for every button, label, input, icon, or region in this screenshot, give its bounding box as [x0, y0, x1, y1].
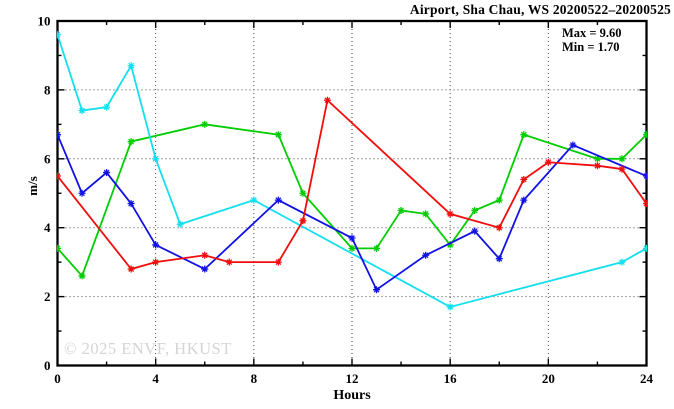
y-tick-label: 6: [44, 151, 51, 166]
series-day-cyan: [56, 31, 648, 311]
y-tick-label: 4: [44, 220, 51, 235]
gridlines: [57, 21, 647, 366]
x-axis-label: Hours: [333, 388, 371, 403]
y-tick-label: 2: [44, 289, 51, 304]
y-tick-label: 10: [38, 14, 51, 29]
series-day-red: [56, 96, 648, 273]
series-markers-day-cyan: [56, 31, 648, 311]
axis-ticks: [56, 20, 648, 367]
x-tick-label: 24: [640, 371, 654, 386]
series-markers-day-blue: [56, 131, 648, 294]
series-markers-day-green: [56, 120, 648, 280]
series-layer: [56, 31, 648, 311]
y-tick-label: 0: [44, 358, 51, 373]
x-tick-label: 16: [444, 371, 458, 386]
watermark: © 2025 ENVF, HKUST: [64, 339, 232, 358]
max-value-annotation: Max = 9.60: [562, 26, 622, 40]
min-value-annotation: Min = 1.70: [562, 40, 620, 54]
x-tick-label: 8: [251, 371, 258, 386]
series-markers-day-red: [56, 96, 648, 273]
x-tick-label: 12: [346, 371, 359, 386]
series-day-green: [56, 120, 648, 280]
x-tick-label: 20: [542, 371, 555, 386]
y-tick-label: 8: [44, 82, 51, 97]
x-tick-label: 0: [54, 371, 61, 386]
series-line-day-cyan: [56, 34, 647, 308]
chart-title: Airport, Sha Chau, WS 20200522–20200525: [409, 2, 671, 17]
x-tick-label: 4: [152, 371, 159, 386]
series-day-blue: [56, 131, 648, 294]
